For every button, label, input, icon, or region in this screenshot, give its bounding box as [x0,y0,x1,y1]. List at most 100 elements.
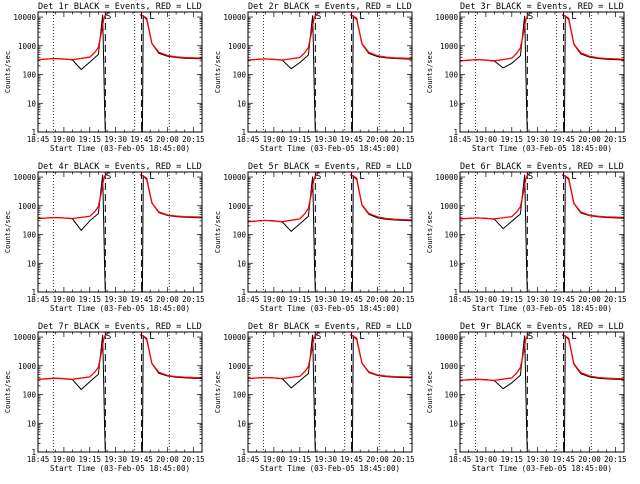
x-tick-label: 19:45 [552,135,575,144]
y-tick-label: 10000 [223,333,246,342]
y-tick-label: 100 [22,231,36,240]
y-tick-label: 10000 [435,333,458,342]
y-tick-label: 10000 [223,173,246,182]
series-lld-line [139,14,203,59]
x-tick-label: 19:15 [79,455,102,464]
y-tick-label: 1 [453,288,458,297]
x-tick-label: 19:45 [552,295,575,304]
panel-title: Det 3r BLACK = Events, RED = LLD [460,2,624,12]
panel-title: Det 9r BLACK = Events, RED = LLD [460,322,624,332]
series-events-line [141,14,203,133]
x-tick-label: 20:00 [156,455,179,464]
x-tick-label: 19:45 [340,455,363,464]
x-tick-label: 19:00 [475,135,498,144]
y-tick-label: 10 [237,99,247,108]
x-tick-label: 19:15 [79,135,102,144]
x-tick-label: 20:15 [604,455,627,464]
x-tick-label: 18:45 [449,135,472,144]
saa-s-marker: S [106,12,111,22]
series-lld-line [349,334,413,378]
x-tick-label: 18:45 [27,455,50,464]
x-tick-label: 20:00 [156,135,179,144]
x-tick-label: 18:45 [449,295,472,304]
plot-frame [37,331,203,453]
y-axis-title: Counts/sec [426,51,434,93]
plot-frame [459,331,625,453]
y-tick-label: 1 [31,288,36,297]
series-lld-line [459,174,530,220]
saa-l-marker: L [359,12,364,22]
x-axis-title: Start Time (03-Feb-05 18:45:00) [260,144,400,153]
panel-title: Det 7r BLACK = Events, RED = LLD [38,322,202,332]
x-tick-label: 20:00 [578,455,601,464]
x-tick-label: 18:45 [237,295,260,304]
x-axis-title: Start Time (03-Feb-05 18:45:00) [260,464,400,473]
series-events-line [563,174,625,293]
y-tick-label: 1 [453,128,458,137]
x-tick-label: 19:30 [314,455,337,464]
y-tick-label: 100 [22,71,36,80]
series-lld-line [247,14,318,61]
y-tick-label: 10000 [435,13,458,22]
x-axis-title: Start Time (03-Feb-05 18:45:00) [260,304,400,313]
y-tick-label: 1000 [228,202,247,211]
series-lld-line [37,174,108,220]
x-tick-label: 19:00 [475,295,498,304]
saa-s-marker: S [106,172,111,182]
x-axis-title: Start Time (03-Feb-05 18:45:00) [50,464,190,473]
y-tick-label: 100 [444,231,458,240]
y-axis-title: Counts/sec [4,51,12,93]
y-tick-label: 1000 [228,362,247,371]
saa-s-marker: S [528,172,533,182]
x-tick-label: 20:15 [392,295,415,304]
x-tick-label: 19:15 [501,135,524,144]
x-tick-label: 19:15 [79,295,102,304]
panel-title: Det 6r BLACK = Events, RED = LLD [460,162,624,172]
x-tick-label: 19:30 [526,295,549,304]
saa-s-marker: S [528,332,533,342]
series-lld-line [37,14,108,61]
x-tick-label: 19:00 [475,455,498,464]
y-tick-label: 10000 [435,173,458,182]
x-tick-label: 19:30 [104,295,127,304]
y-tick-label: 10 [237,419,247,428]
series-lld-line [37,334,108,380]
x-tick-label: 20:15 [392,455,415,464]
x-tick-label: 20:00 [156,295,179,304]
series-events-line [351,334,413,453]
saa-l-marker: L [149,332,154,342]
series-lld-line [349,14,413,60]
plot-frame [459,11,625,133]
y-tick-label: 1000 [440,42,459,51]
x-tick-label: 20:15 [604,135,627,144]
series-events-line [563,14,625,133]
x-axis-title: Start Time (03-Feb-05 18:45:00) [472,464,612,473]
series-events-line [141,174,203,293]
series-events-line [37,334,106,453]
y-tick-label: 1 [241,448,246,457]
x-tick-label: 20:15 [182,135,205,144]
x-tick-label: 19:30 [314,295,337,304]
series-events-line [563,334,625,453]
series-lld-line [561,14,625,60]
saa-l-marker: L [571,172,576,182]
y-tick-label: 100 [444,391,458,400]
x-tick-label: 18:45 [237,135,260,144]
y-tick-label: 10 [237,259,247,268]
x-tick-label: 20:00 [366,455,389,464]
y-tick-label: 100 [232,71,246,80]
plot-frame [247,171,413,293]
series-events-line [247,334,316,453]
saa-s-marker: S [316,332,321,342]
series-events-line [247,176,316,293]
y-tick-label: 100 [232,231,246,240]
x-tick-label: 20:15 [392,135,415,144]
